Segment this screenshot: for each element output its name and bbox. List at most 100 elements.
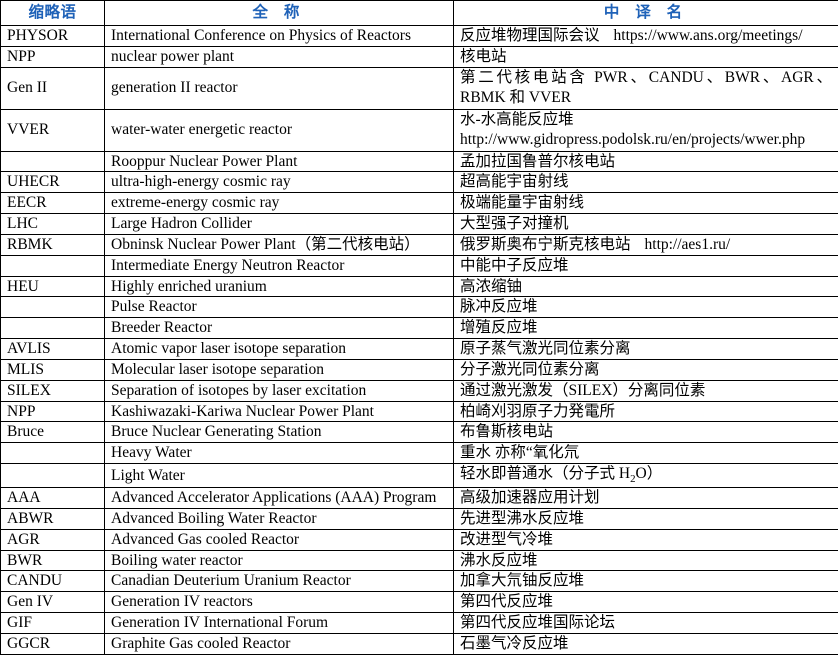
cell-chinese-name: 大型强子对撞机 [454, 214, 838, 235]
cell-chinese-name: 轻水即普通水（分子式 H2O） [454, 464, 838, 488]
cell-chinese-name: 改进型气冷堆 [454, 529, 838, 550]
cell-chinese-name: 沸水反应堆 [454, 550, 838, 571]
cell-abbreviation: AAA [1, 488, 105, 509]
cell-abbreviation: CANDU [1, 571, 105, 592]
cell-url[interactable]: http://aes1.ru/ [645, 236, 731, 253]
cell-abbreviation [1, 151, 105, 172]
cell-abbreviation: RBMK [1, 234, 105, 255]
cell-chinese-text: 高浓缩铀 [460, 278, 522, 295]
cell-full-name: Advanced Gas cooled Reactor [105, 529, 454, 550]
column-header-chinese-name: 中 译 名 [454, 1, 838, 26]
cell-chinese-text: 核电站 [460, 48, 507, 65]
cell-abbreviation: MLIS [1, 359, 105, 380]
cell-url[interactable]: https://www.ans.org/meetings/ [614, 27, 803, 44]
cell-abbreviation: LHC [1, 214, 105, 235]
cell-abbreviation [1, 318, 105, 339]
cell-abbreviation: EECR [1, 193, 105, 214]
column-header-abbreviation: 缩略语 [1, 1, 105, 26]
cell-chinese-name: 中能中子反应堆 [454, 255, 838, 276]
cell-chinese-name: 原子蒸气激光同位素分离 [454, 339, 838, 360]
cell-abbreviation [1, 443, 105, 464]
cell-abbreviation: PHYSOR [1, 26, 105, 47]
cell-full-name: Bruce Nuclear Generating Station [105, 422, 454, 443]
cell-chinese-text: 极端能量宇宙射线 [460, 194, 584, 211]
cell-chinese-name: 布鲁斯核电站 [454, 422, 838, 443]
cell-chinese-text: 脉冲反应堆 [460, 298, 538, 315]
cell-chinese-name: 孟加拉国鲁普尔核电站 [454, 151, 838, 172]
column-header-chinese-name-text: 中 译 名 [604, 4, 688, 21]
cell-chinese-text: 原子蒸气激光同位素分离 [460, 340, 631, 357]
cell-chinese-name: 高级加速器应用计划 [454, 488, 838, 509]
cell-abbreviation: ABWR [1, 508, 105, 529]
cell-abbreviation: VVER [1, 109, 105, 151]
cell-chinese-line-1: 第二代核电站含 PWR、CANDU、BWR、AGR、 [460, 68, 832, 88]
cell-abbreviation: Gen II [1, 67, 105, 109]
cell-abbreviation: NPP [1, 401, 105, 422]
cell-abbreviation [1, 297, 105, 318]
cell-chinese-text: 高级加速器应用计划 [460, 489, 600, 506]
cell-abbreviation [1, 255, 105, 276]
cell-chinese-text: 改进型气冷堆 [460, 531, 553, 548]
cell-chinese-name: 增殖反应堆 [454, 318, 838, 339]
cell-chinese-text: 布鲁斯核电站 [460, 423, 553, 440]
cell-full-name: Boiling water reactor [105, 550, 454, 571]
column-header-full-name-text: 全 称 [253, 4, 306, 21]
cell-abbreviation: Bruce [1, 422, 105, 443]
cell-chinese-text: 中能中子反应堆 [460, 257, 569, 274]
table-header-row: 缩略语 全 称 中 译 名 [1, 1, 838, 26]
cell-full-name: Molecular laser isotope separation [105, 359, 454, 380]
cell-abbreviation: AVLIS [1, 339, 105, 360]
column-header-full-name: 全 称 [105, 1, 454, 26]
cell-chinese-text: 通过激光激发（SILEX）分离同位素 [460, 382, 705, 399]
cell-chinese-text: 沸水反应堆 [460, 552, 538, 569]
cell-chinese-line-2: RBMK 和 VVER [460, 88, 832, 108]
cell-abbreviation: BWR [1, 550, 105, 571]
cell-full-name: Canadian Deuterium Uranium Reactor [105, 571, 454, 592]
cell-full-name: Breeder Reactor [105, 318, 454, 339]
cell-full-name: Graphite Gas cooled Reactor [105, 633, 454, 654]
cell-chinese-line-2[interactable]: http://www.gidropress.podolsk.ru/en/proj… [460, 130, 832, 150]
cell-chinese-name: 第二代核电站含 PWR、CANDU、BWR、AGR、RBMK 和 VVER [454, 67, 838, 109]
cell-chinese-text: 先进型沸水反应堆 [460, 510, 584, 527]
cell-abbreviation: SILEX [1, 380, 105, 401]
cell-full-name: Advanced Boiling Water Reactor [105, 508, 454, 529]
cell-chinese-text: 重水 亦称“氧化氘 [460, 444, 579, 461]
cell-chinese-name: 高浓缩铀 [454, 276, 838, 297]
cell-chinese-text: 反应堆物理国际会议 [460, 27, 600, 44]
cell-full-name: Separation of isotopes by laser excitati… [105, 380, 454, 401]
cell-chinese-text: 加拿大氘铀反应堆 [460, 572, 584, 589]
cell-chinese-text: 石墨气冷反应堆 [460, 635, 569, 652]
cell-full-name: Obninsk Nuclear Power Plant（第二代核电站） [105, 234, 454, 255]
cell-full-name: Generation IV International Forum [105, 613, 454, 634]
cell-full-name: extreme-energy cosmic ray [105, 193, 454, 214]
cell-chinese-name: 反应堆物理国际会议 https://www.ans.org/meetings/ [454, 26, 838, 47]
cell-chinese-name: 极端能量宇宙射线 [454, 193, 838, 214]
cell-chinese-name: 加拿大氘铀反应堆 [454, 571, 838, 592]
cell-chinese-text: 大型强子对撞机 [460, 215, 569, 232]
cell-abbreviation: AGR [1, 529, 105, 550]
cell-full-name: Light Water [105, 464, 454, 488]
cell-full-name: Highly enriched uranium [105, 276, 454, 297]
